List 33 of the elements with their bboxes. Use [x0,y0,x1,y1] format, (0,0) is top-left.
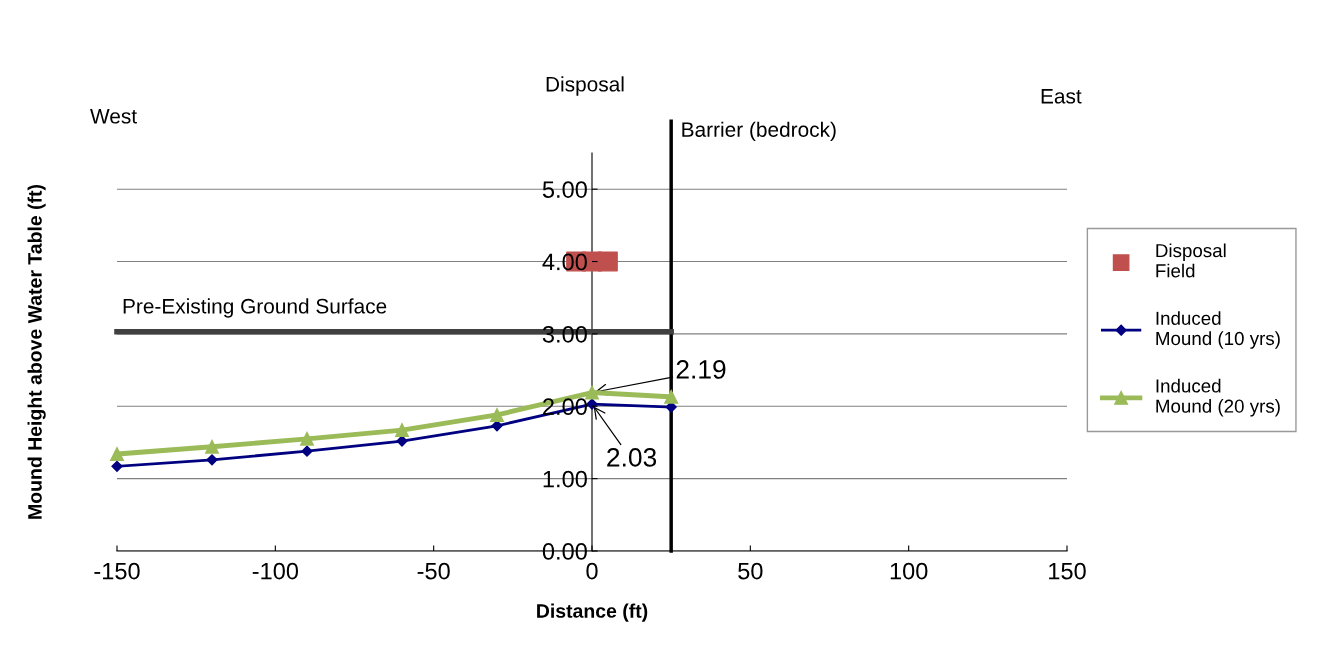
point [110,447,124,461]
point [597,251,618,272]
annotation: Pre-Existing Ground Surface [123,298,387,318]
y-axis-title: Mound Height above Water Table (ft) [27,184,46,519]
legend-label: Induced Mound (10 yrs) [1156,311,1280,349]
x-tick-label: 100 [890,562,928,580]
point [585,385,599,400]
x-tick-label: -50 [417,562,450,580]
legend-label: Induced Mound (20 yrs) [1156,378,1280,417]
x-tick-label: 50 [738,562,763,580]
x-axis-title: Distance (ft) [537,603,648,622]
point [664,389,679,404]
legend-label: Disposal Field [1156,243,1226,278]
x-tick-label: 150 [1049,562,1086,580]
annotation: 2.03 [607,448,657,467]
text: West [90,109,137,124]
text: Disposal [546,76,624,96]
y-tick-label: 5.00 [542,181,587,198]
point [111,460,123,472]
point [395,423,409,438]
x-tick-label: -100 [252,562,299,580]
y-tick-label: 1.00 [543,470,587,488]
text: East [1041,89,1082,104]
ref-line-label: Barrier (bedrock) [682,121,836,142]
point [206,454,218,466]
x-tick-label: 0 [586,562,598,580]
point [300,431,314,446]
point [205,439,219,454]
annotation: 2.19 [676,360,726,379]
point [301,445,313,457]
y-tick-label: 4.00 [542,253,587,271]
point [490,408,504,422]
x-tick-label: -150 [94,562,140,580]
